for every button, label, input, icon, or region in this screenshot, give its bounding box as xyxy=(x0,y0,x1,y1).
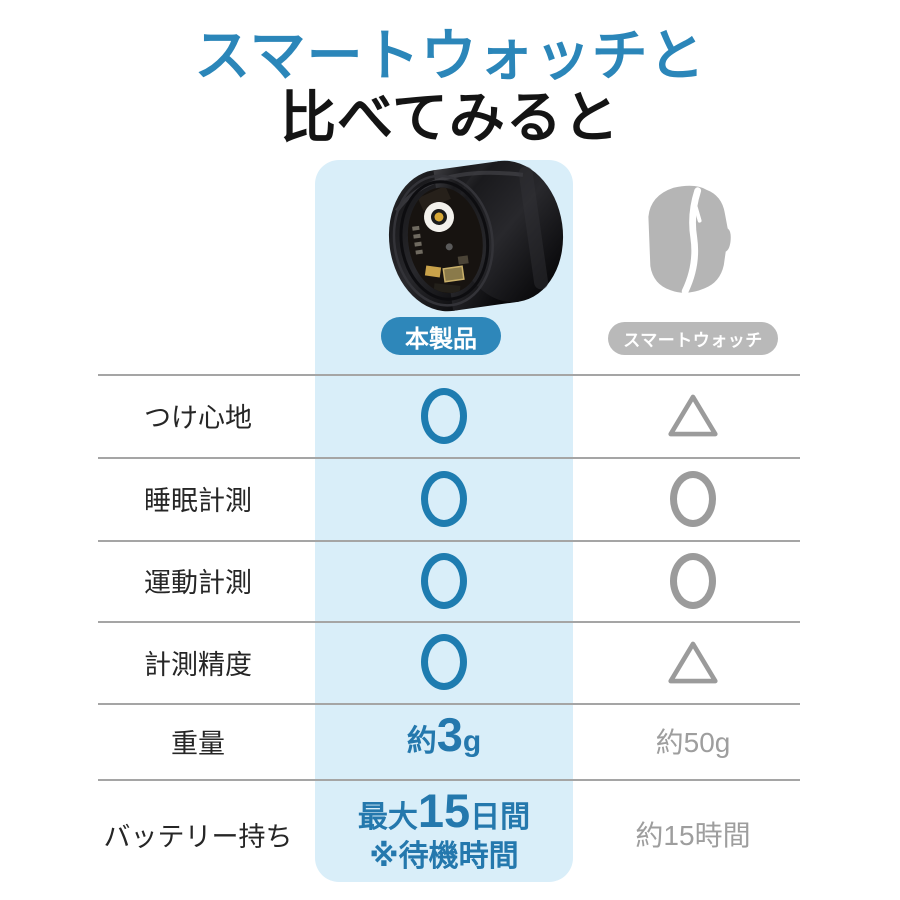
table-row-battery: バッテリー持ち 最大15日間 ※待機時間 約15時間 xyxy=(0,779,900,889)
product-badge: 本製品 xyxy=(381,317,501,355)
watch-rating-symbol xyxy=(598,457,788,540)
row-label: 重量 xyxy=(171,728,225,759)
row-label: 計測精度 xyxy=(144,649,252,680)
ring-rating-symbol xyxy=(315,540,573,621)
ring-rating-symbol xyxy=(315,621,573,703)
smartwatch-silhouette-icon xyxy=(648,185,731,295)
page-title-line1: スマートウォッチと xyxy=(194,24,706,87)
circle-good-icon xyxy=(670,470,716,527)
circle-good-icon xyxy=(670,552,716,609)
page-title-line2: 比べてみると xyxy=(280,86,620,149)
watch-rating-symbol xyxy=(598,374,788,457)
table-row-sleep: 睡眠計測 xyxy=(0,457,900,540)
table-row-exercise: 運動計測 xyxy=(0,540,900,621)
row-label: つけ心地 xyxy=(144,403,252,433)
ring-weight-value: 約3g xyxy=(406,708,482,761)
smartwatch-badge: スマートウォッチ xyxy=(608,322,778,355)
circle-good-icon xyxy=(421,634,467,690)
table-divider xyxy=(98,540,800,542)
battery-note: ※待機時間 xyxy=(369,840,519,873)
circle-good-icon xyxy=(421,387,467,444)
ring-rating-symbol xyxy=(315,374,573,457)
circle-good-icon xyxy=(421,470,467,527)
table-divider xyxy=(98,621,800,623)
table-divider xyxy=(98,457,800,459)
row-label: 運動計測 xyxy=(144,568,252,598)
table-row-comfort: つけ心地 xyxy=(0,374,900,457)
table-row-weight: 重量 約3g 約50g xyxy=(0,703,900,779)
ring-rating-symbol xyxy=(315,457,573,540)
triangle-fair-icon xyxy=(668,641,718,683)
watch-rating-symbol xyxy=(598,540,788,621)
ring-battery-value: 最大15日間 ※待機時間 xyxy=(357,784,531,873)
table-divider xyxy=(98,779,800,781)
watch-weight-value: 約50g xyxy=(655,727,731,758)
circle-good-icon xyxy=(421,552,467,609)
row-label: 睡眠計測 xyxy=(144,486,252,516)
triangle-fair-icon xyxy=(668,394,718,437)
smart-ring-photo xyxy=(388,160,564,312)
watch-rating-symbol xyxy=(598,621,788,703)
watch-battery-value: 約15時間 xyxy=(635,820,751,851)
table-row-accuracy: 計測精度 xyxy=(0,621,900,703)
table-divider xyxy=(98,703,800,705)
table-divider xyxy=(98,374,800,376)
row-label: バッテリー持ち xyxy=(103,821,293,852)
